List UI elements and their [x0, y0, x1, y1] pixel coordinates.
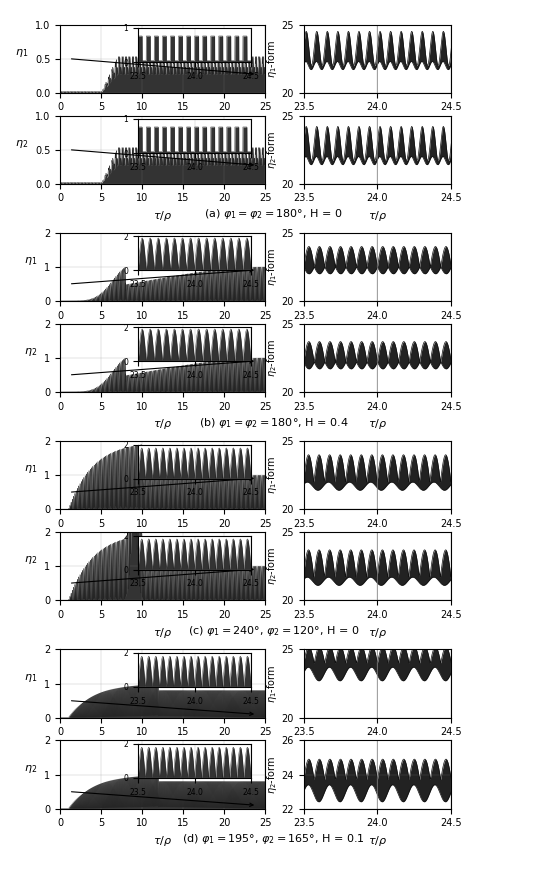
X-axis label: $\tau/\rho$: $\tau/\rho$: [153, 743, 172, 757]
Y-axis label: $\eta_1$: $\eta_1$: [15, 46, 28, 59]
Y-axis label: $\eta_2$-form: $\eta_2$-form: [265, 131, 278, 169]
Y-axis label: $\eta_2$-form: $\eta_2$-form: [265, 547, 278, 586]
Text: (a) $\varphi_1 = \varphi_2 = 180°$, H = 0: (a) $\varphi_1 = \varphi_2 = 180°$, H = …: [204, 208, 343, 221]
Y-axis label: $\eta_1$: $\eta_1$: [24, 672, 37, 683]
Y-axis label: $\eta_1$: $\eta_1$: [24, 255, 37, 267]
Y-axis label: $\eta_1$-form: $\eta_1$-form: [265, 664, 278, 702]
X-axis label: $\tau/\rho$: $\tau/\rho$: [368, 209, 387, 223]
Y-axis label: $\eta_2$: $\eta_2$: [24, 346, 37, 358]
Y-axis label: $\eta_2$-form: $\eta_2$-form: [265, 755, 278, 794]
Text: (c) $\varphi_1 = 240°$, $\varphi_2 = 120°$, H = 0: (c) $\varphi_1 = 240°$, $\varphi_2 = 120…: [188, 624, 359, 638]
X-axis label: $\tau/\rho$: $\tau/\rho$: [153, 118, 172, 132]
X-axis label: $\tau/\rho$: $\tau/\rho$: [153, 209, 172, 223]
Text: (d) $\varphi_1 = 195°$, $\varphi_2 = 165°$, H = 0.1: (d) $\varphi_1 = 195°$, $\varphi_2 = 165…: [182, 832, 365, 846]
X-axis label: $\tau/\rho$: $\tau/\rho$: [153, 417, 172, 431]
X-axis label: $\tau/\rho$: $\tau/\rho$: [368, 743, 387, 757]
Text: (b) $\varphi_1 = \varphi_2 = 180°$, H = 0.4: (b) $\varphi_1 = \varphi_2 = 180°$, H = …: [199, 416, 348, 430]
X-axis label: $\tau/\rho$: $\tau/\rho$: [368, 118, 387, 132]
Y-axis label: $\eta_1$-form: $\eta_1$-form: [265, 39, 278, 78]
X-axis label: $\tau/\rho$: $\tau/\rho$: [153, 326, 172, 340]
X-axis label: $\tau/\rho$: $\tau/\rho$: [368, 625, 387, 639]
Y-axis label: $\eta_2$: $\eta_2$: [24, 762, 37, 774]
X-axis label: $\tau/\rho$: $\tau/\rho$: [368, 417, 387, 431]
X-axis label: $\tau/\rho$: $\tau/\rho$: [153, 625, 172, 639]
X-axis label: $\tau/\rho$: $\tau/\rho$: [153, 535, 172, 549]
X-axis label: $\tau/\rho$: $\tau/\rho$: [153, 834, 172, 848]
X-axis label: $\tau/\rho$: $\tau/\rho$: [368, 834, 387, 848]
X-axis label: $\tau/\rho$: $\tau/\rho$: [368, 535, 387, 549]
Y-axis label: $\eta_1$-form: $\eta_1$-form: [265, 247, 278, 286]
Y-axis label: $\eta_2$-form: $\eta_2$-form: [265, 339, 278, 377]
Y-axis label: $\eta_2$: $\eta_2$: [15, 138, 28, 150]
X-axis label: $\tau/\rho$: $\tau/\rho$: [368, 326, 387, 340]
Y-axis label: $\eta_2$: $\eta_2$: [24, 554, 37, 567]
Y-axis label: $\eta_1$-form: $\eta_1$-form: [265, 456, 278, 495]
Y-axis label: $\eta_1$: $\eta_1$: [24, 463, 37, 475]
